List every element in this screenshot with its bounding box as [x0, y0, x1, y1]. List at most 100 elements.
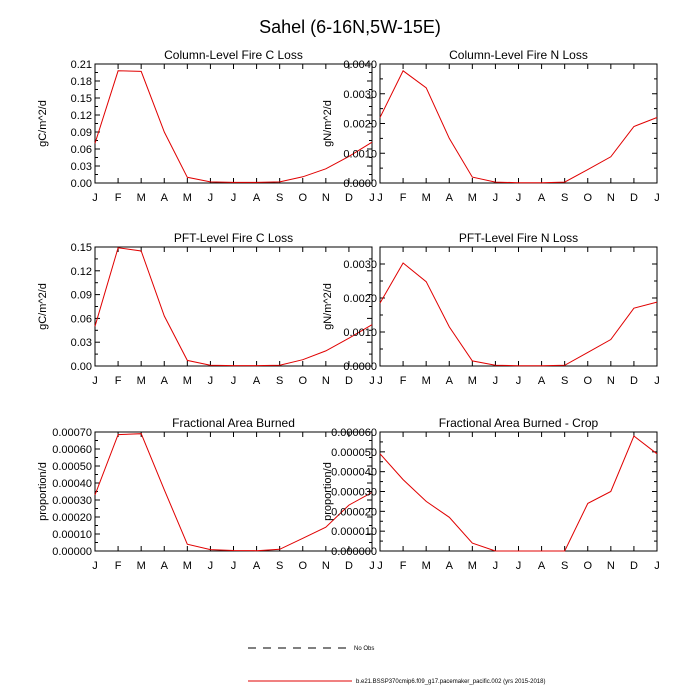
x-tick-label: A — [253, 560, 261, 572]
x-tick-label: F — [400, 375, 407, 387]
y-tick-label: 0.0010 — [343, 327, 377, 339]
x-tick-label: D — [345, 375, 353, 387]
x-tick-label: J — [231, 192, 237, 204]
legend: No Obs b.e21.BSSP370cmip6.f09_g17.pacema… — [248, 646, 545, 685]
x-tick-label: F — [115, 560, 122, 572]
x-tick-label: O — [583, 192, 592, 204]
x-tick-label: M — [422, 375, 431, 387]
y-tick-label: 0.0000 — [343, 361, 377, 373]
x-tick-label: O — [298, 375, 307, 387]
x-tick-label: M — [137, 375, 146, 387]
x-tick-label: A — [446, 192, 454, 204]
x-tick-label: A — [538, 375, 546, 387]
x-tick-label: M — [468, 375, 477, 387]
x-tick-label: A — [446, 560, 454, 572]
panel-title: PFT-Level Fire N Loss — [459, 231, 578, 245]
y-tick-label: 0.00010 — [52, 529, 92, 541]
x-tick-label: F — [400, 192, 407, 204]
x-tick-label: J — [369, 192, 375, 204]
y-tick-label: 0.21 — [71, 59, 92, 71]
plot-frame — [379, 246, 658, 367]
y-tick-label: 0.00040 — [52, 478, 92, 490]
y-tick-label: 0.09 — [71, 127, 92, 139]
y-tick-label: 0.06 — [71, 313, 92, 325]
x-tick-label: A — [161, 560, 169, 572]
series-line — [379, 435, 658, 552]
y-tick-label: 0.06 — [71, 144, 92, 156]
x-tick-label: D — [630, 375, 638, 387]
y-tick-label: 0.00 — [71, 178, 92, 190]
x-tick-label: J — [516, 375, 522, 387]
y-tick-label: 0.09 — [71, 290, 92, 302]
x-tick-label: D — [630, 560, 638, 572]
x-tick-label: D — [345, 192, 353, 204]
series-line — [94, 247, 373, 367]
y-tick-label: 0.0020 — [343, 119, 377, 131]
x-tick-label: N — [322, 192, 330, 204]
x-tick-label: J — [377, 375, 383, 387]
x-tick-label: D — [345, 560, 353, 572]
legend-series-label: b.e21.BSSP370cmip6.f09_g17.pacemaker_pac… — [356, 679, 545, 685]
y-tick-label: 0.00050 — [52, 461, 92, 473]
x-tick-label: N — [322, 560, 330, 572]
panel-title: Fractional Area Burned - Crop — [439, 416, 599, 430]
x-tick-label: J — [208, 560, 214, 572]
x-tick-label: M — [137, 192, 146, 204]
panel-6: Fractional Area Burned - Crop proportion/… — [322, 416, 660, 572]
x-tick-label: M — [183, 192, 192, 204]
panel-title: Fractional Area Burned — [172, 416, 295, 430]
x-tick-label: J — [654, 560, 660, 572]
y-tick-label: 0.000030 — [331, 487, 377, 499]
x-tick-label: M — [468, 560, 477, 572]
x-tick-label: J — [493, 375, 499, 387]
y-tick-label: 0.0040 — [343, 59, 377, 71]
x-tick-label: J — [654, 375, 660, 387]
y-tick-label: 0.15 — [71, 93, 92, 105]
x-tick-label: N — [607, 375, 615, 387]
x-tick-label: J — [92, 560, 98, 572]
y-axis-label: proportion/d — [37, 462, 49, 521]
y-tick-label: 0.18 — [71, 76, 92, 88]
panel-3: PFT-Level Fire C Loss gC/m^2/d 0.00 0.03 0.0… — [37, 231, 375, 387]
x-tick-label: A — [161, 192, 169, 204]
x-tick-label: N — [607, 560, 615, 572]
y-tick-label: 0.12 — [71, 266, 92, 278]
y-tick-label: 0.000000 — [331, 546, 377, 558]
x-tick-label: J — [493, 192, 499, 204]
x-tick-label: A — [446, 375, 454, 387]
x-tick-label: J — [369, 560, 375, 572]
x-tick-label: D — [630, 192, 638, 204]
x-tick-label: A — [538, 560, 546, 572]
x-tick-label: O — [298, 560, 307, 572]
legend-obs-label: No Obs — [354, 646, 374, 652]
x-tick-label: N — [322, 375, 330, 387]
y-axis-label: gC/m^2/d — [37, 100, 49, 147]
series-line — [379, 70, 658, 184]
x-tick-label: J — [377, 560, 383, 572]
x-tick-label: M — [137, 560, 146, 572]
y-tick-label: 0.00 — [71, 361, 92, 373]
y-tick-label: 0.03 — [71, 337, 92, 349]
y-tick-label: 0.00070 — [52, 427, 92, 439]
x-tick-label: S — [276, 560, 283, 572]
y-tick-label: 0.00020 — [52, 512, 92, 524]
y-tick-label: 0.12 — [71, 110, 92, 122]
x-tick-label: S — [276, 375, 283, 387]
panel-5: Fractional Area Burnedproportion/d0.0000… — [37, 416, 375, 572]
y-axis-label: proportion/d — [322, 462, 334, 521]
y-tick-label: 0.0030 — [343, 259, 377, 271]
x-tick-label: A — [253, 192, 261, 204]
panel-title: Column-Level Fire C Loss — [164, 48, 303, 62]
x-tick-label: J — [92, 192, 98, 204]
y-tick-label: 0.15 — [71, 242, 92, 254]
x-tick-label: J — [377, 192, 383, 204]
x-tick-label: S — [561, 192, 568, 204]
x-tick-label: J — [493, 560, 499, 572]
plot-frame — [379, 431, 658, 552]
y-tick-label: 0.000040 — [331, 467, 377, 479]
x-tick-label: M — [422, 560, 431, 572]
panel-title: Column-Level Fire N Loss — [449, 48, 588, 62]
x-tick-label: F — [400, 560, 407, 572]
y-tick-label: 0.0030 — [343, 89, 377, 101]
